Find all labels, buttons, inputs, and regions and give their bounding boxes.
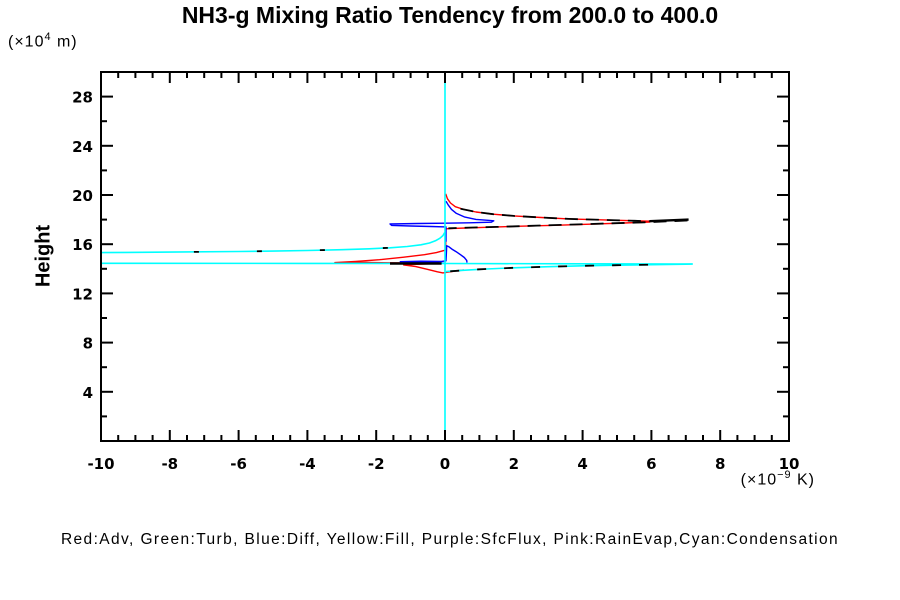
x-tick-label: -8 (161, 455, 178, 473)
x-tick-label: 2 (509, 455, 519, 473)
y-tick-label: 24 (72, 138, 93, 156)
x-tick-label: 4 (577, 455, 587, 473)
chart-title: NH3-g Mixing Ratio Tendency from 200.0 t… (181, 2, 719, 28)
x-tick-label: 0 (440, 455, 450, 473)
x-tick-label: -6 (230, 455, 247, 473)
y-tick-label: 12 (72, 285, 93, 303)
y-tick-label: 16 (72, 236, 93, 254)
series-segment (450, 263, 652, 273)
y-tick-label: 4 (83, 384, 93, 402)
series-segment (389, 200, 495, 242)
y-unit-prefix: (×10 (8, 33, 45, 51)
y-tick-label: 20 (72, 187, 93, 205)
y-axis-ticks: 4 8 12 16 20 24 28 (72, 71, 789, 442)
y-tick-label: 8 (83, 335, 93, 353)
series-segment (448, 219, 688, 230)
series-segment (100, 262, 693, 265)
series-total (193, 207, 689, 273)
x-tick-label: 10 (779, 455, 800, 473)
x-axis-unit: (×10−9 K) (590, 469, 815, 489)
x-tick-label: -4 (299, 455, 316, 473)
series-segment (460, 207, 650, 223)
y-unit-suffix: m) (51, 33, 78, 51)
series-diff (389, 200, 495, 265)
x-tick-label: 6 (646, 455, 656, 473)
x-tick-label: 8 (715, 455, 725, 473)
x-tick-label: -2 (368, 455, 385, 473)
x-unit-prefix: (×10 (740, 471, 778, 489)
y-tick-label: 28 (72, 89, 93, 107)
y-axis-unit: (×104 m) (8, 31, 78, 51)
series-segment (445, 263, 693, 273)
x-unit-exponent: −9 (777, 469, 792, 481)
series-condensation (100, 72, 693, 441)
x-tick-label: -10 (87, 455, 114, 473)
series-segment (399, 244, 468, 265)
series-adv (334, 193, 651, 274)
series-segment (100, 232, 446, 254)
y-unit-exponent: 4 (44, 31, 52, 43)
series-legend: Red:Adv, Green:Turb, Blue:Diff, Yellow:F… (60, 531, 840, 548)
x-axis-ticks: -10 -8 -6 -4 -2 0 2 4 6 8 10 (87, 72, 799, 473)
x-unit-suffix: K) (791, 471, 815, 489)
